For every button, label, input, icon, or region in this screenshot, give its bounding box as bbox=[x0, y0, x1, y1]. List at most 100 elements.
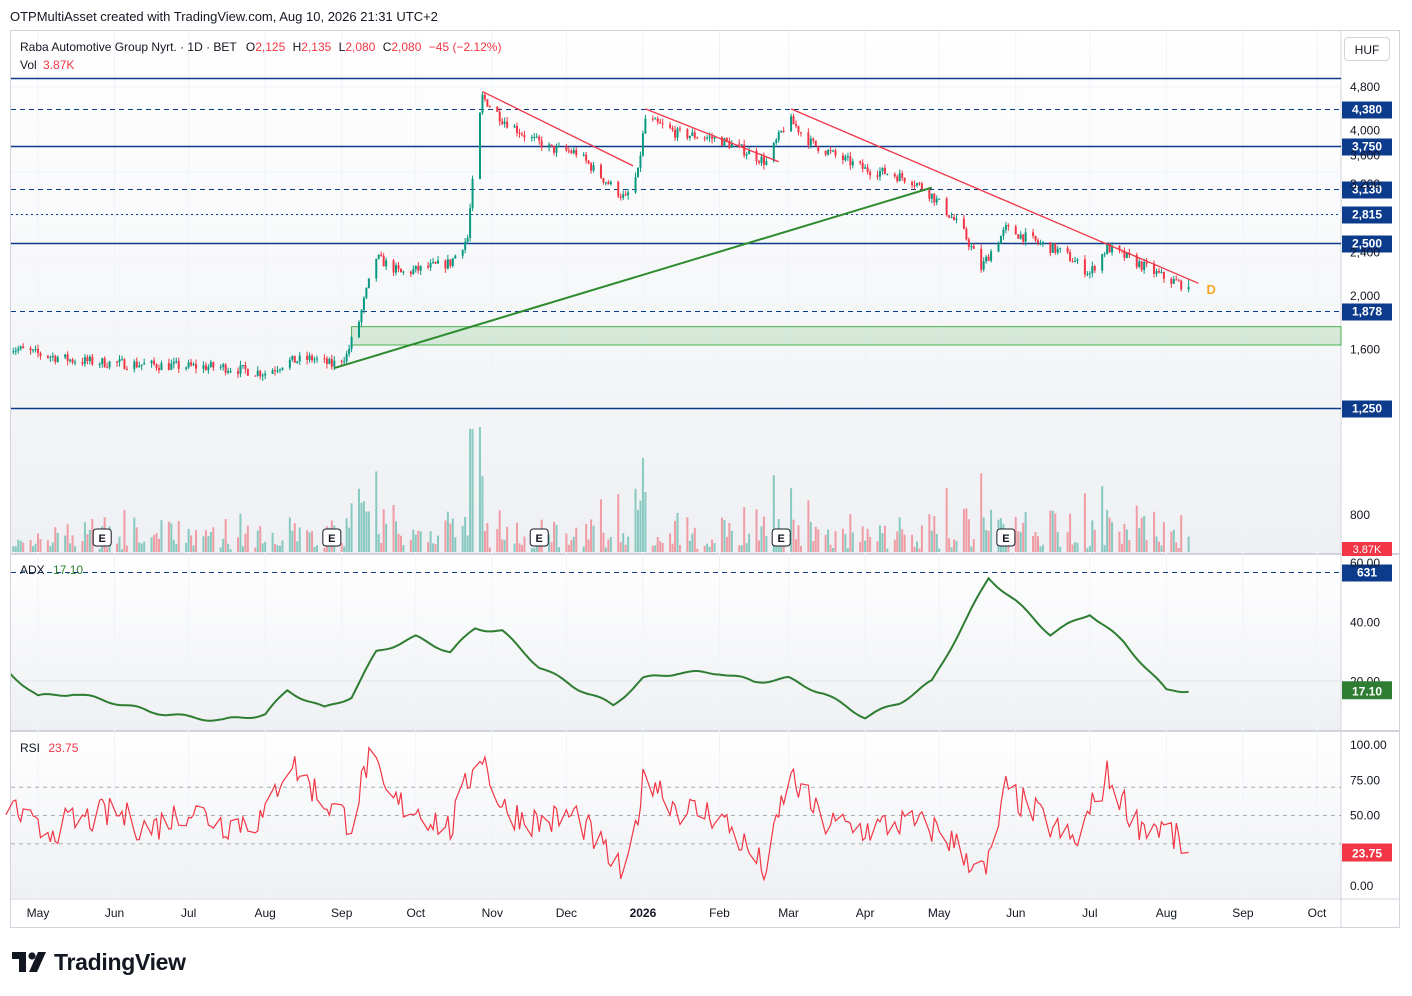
currency-button[interactable]: HUF bbox=[1344, 37, 1390, 61]
volume-bar bbox=[1155, 536, 1158, 552]
volume-bar bbox=[916, 541, 919, 552]
candle-body bbox=[1051, 243, 1054, 253]
volume-bar bbox=[760, 526, 763, 552]
candle-body bbox=[980, 248, 983, 270]
volume-bar bbox=[656, 536, 659, 552]
candle-body bbox=[488, 106, 491, 108]
candle-body bbox=[1022, 234, 1025, 242]
volume-bar bbox=[1111, 522, 1114, 552]
volume-bar bbox=[1180, 515, 1183, 552]
candle-body bbox=[291, 355, 294, 360]
adx-label[interactable]: ADX bbox=[20, 563, 45, 577]
volume-label[interactable]: Vol bbox=[20, 58, 37, 72]
candle-body bbox=[1069, 252, 1072, 262]
volume-bar bbox=[567, 544, 570, 552]
volume-bar bbox=[723, 520, 726, 552]
volume-bar bbox=[483, 531, 486, 552]
candle-body bbox=[876, 175, 879, 177]
chart-frame[interactable] bbox=[10, 30, 1400, 928]
candle-body bbox=[1172, 279, 1175, 284]
tradingview-logo[interactable]: TradingView bbox=[12, 947, 186, 977]
volume-bar bbox=[849, 514, 852, 552]
tradingview-logo-icon bbox=[12, 952, 46, 972]
trendlines[interactable]: D bbox=[334, 90, 1216, 370]
volume-bar bbox=[1172, 529, 1175, 552]
support-zone-rect bbox=[351, 326, 1342, 346]
volume-value: 3.87K bbox=[43, 58, 75, 72]
candle-body bbox=[483, 94, 486, 100]
candle-body bbox=[669, 124, 672, 129]
volume-bar bbox=[748, 533, 751, 552]
earnings-marker-label: E bbox=[1002, 533, 1009, 545]
volume-bar bbox=[498, 510, 501, 552]
volume-bar bbox=[133, 517, 136, 552]
candle-body bbox=[5, 346, 7, 351]
candle-body bbox=[409, 271, 412, 274]
candle-body bbox=[609, 181, 612, 185]
volume-bar bbox=[175, 544, 178, 552]
symbol-name[interactable]: Raba Automotive Group Nyrt. · 1D · BET bbox=[20, 40, 237, 54]
candle-body bbox=[204, 365, 207, 371]
candle-body bbox=[898, 173, 901, 182]
candle-body bbox=[1019, 234, 1022, 239]
candle-body bbox=[103, 358, 106, 368]
level-label-bg bbox=[1342, 400, 1392, 418]
volume-bar bbox=[466, 535, 469, 552]
horizontal-levels[interactable] bbox=[11, 77, 1341, 573]
candle-body bbox=[607, 182, 610, 185]
candle-body bbox=[432, 262, 435, 264]
volume-bar bbox=[402, 544, 405, 552]
candle-body bbox=[590, 163, 593, 171]
candle-body bbox=[22, 346, 25, 349]
volume-bar bbox=[5, 530, 7, 552]
earnings-marker-box bbox=[529, 528, 549, 547]
candle-body bbox=[207, 366, 210, 371]
brand-name: TradingView bbox=[54, 948, 186, 975]
ohlc-open: 2,125 bbox=[255, 40, 286, 54]
volume-bar bbox=[555, 524, 558, 552]
candle-body bbox=[748, 150, 751, 155]
candle-body bbox=[244, 365, 247, 370]
time-axis[interactable]: May Jun Jul Aug Sep Oct Nov Dec 2026 Feb Mar Apr May… bbox=[27, 906, 1327, 920]
level-label-bg bbox=[1342, 101, 1392, 119]
volume-bar bbox=[572, 536, 575, 552]
candle-body bbox=[859, 161, 862, 163]
candle-body bbox=[348, 348, 351, 355]
volume-bar bbox=[39, 539, 42, 552]
candle-body bbox=[775, 139, 778, 143]
time-tick-label: Jul bbox=[1082, 906, 1097, 920]
volume-bar bbox=[617, 494, 620, 552]
volume-bar bbox=[74, 546, 77, 552]
adx-pane-bg bbox=[11, 556, 1341, 730]
candle-body bbox=[241, 365, 244, 367]
candle-body bbox=[1056, 248, 1059, 253]
price-tick-label: 2,400 bbox=[1350, 246, 1380, 260]
candle-body bbox=[34, 348, 37, 350]
candle-body bbox=[730, 143, 733, 148]
volume-bar bbox=[37, 533, 39, 552]
candle-body bbox=[540, 140, 543, 148]
volume-bar bbox=[745, 543, 748, 552]
volume-bar bbox=[446, 511, 449, 552]
candle-body bbox=[12, 351, 15, 353]
volume-bar bbox=[202, 536, 205, 552]
candle-body bbox=[866, 167, 869, 172]
candle-body bbox=[1071, 261, 1074, 263]
price-axis[interactable]: 4,380 3,750 3,130 2,815 2,500 1,878 1,250 631 4,… bbox=[1342, 80, 1392, 893]
rsi-label[interactable]: RSI bbox=[20, 741, 41, 755]
candle-body bbox=[1187, 286, 1190, 290]
candle-body bbox=[654, 118, 657, 120]
volume-bar bbox=[755, 509, 758, 552]
volume-bar bbox=[120, 549, 123, 552]
candle-body bbox=[83, 357, 86, 364]
volume-bar bbox=[624, 544, 627, 552]
candle-body bbox=[725, 138, 728, 142]
candle-body bbox=[513, 126, 516, 128]
volume-bar bbox=[66, 524, 69, 552]
candle-body bbox=[738, 143, 741, 145]
volume-bar bbox=[46, 540, 49, 552]
level-label-bg bbox=[1342, 206, 1392, 224]
volume-bar bbox=[1140, 517, 1143, 552]
